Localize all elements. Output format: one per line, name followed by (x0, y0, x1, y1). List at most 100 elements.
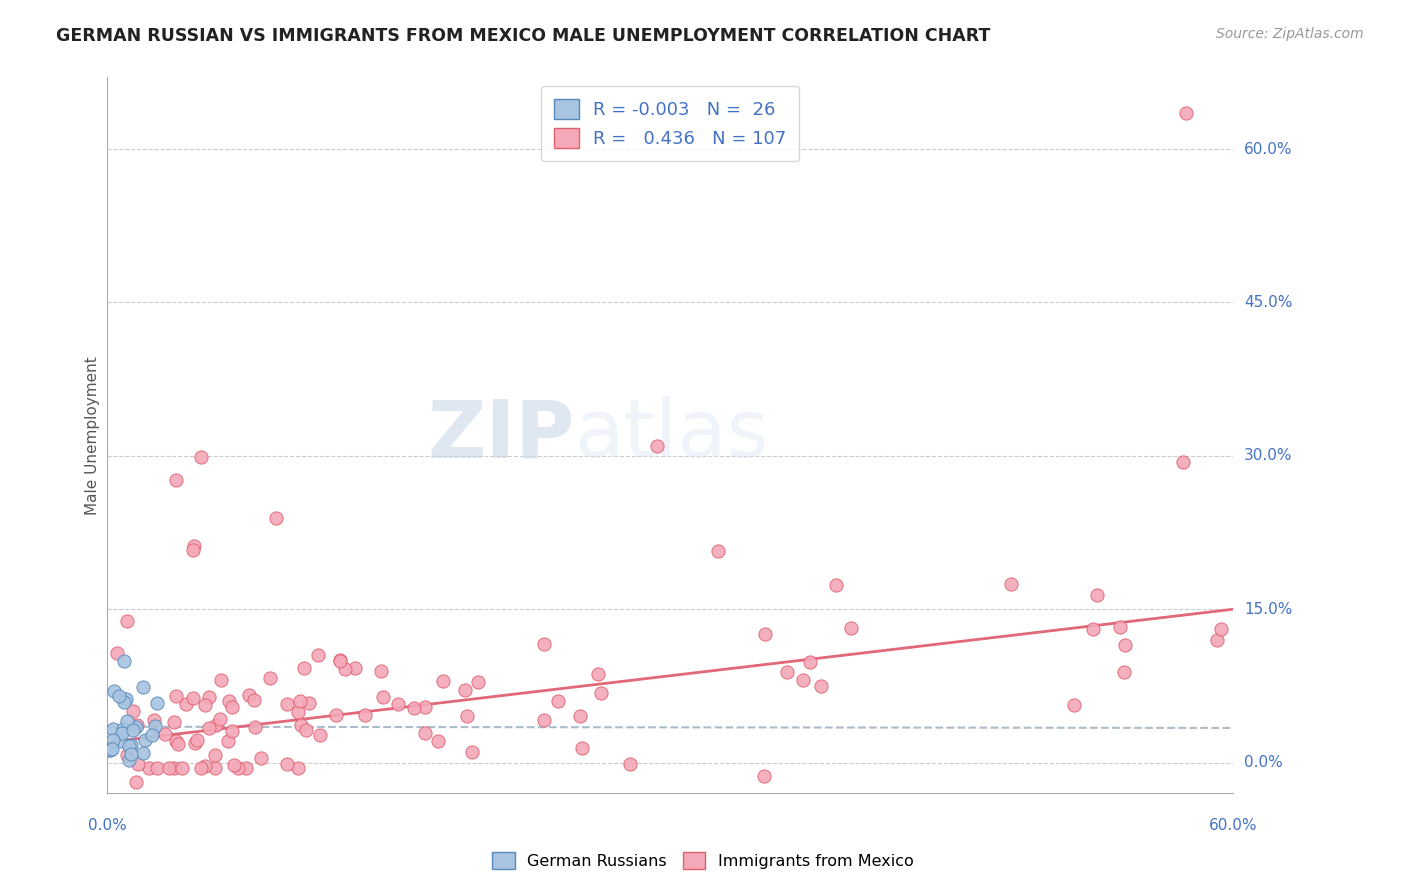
Point (174, 697, 197, 711)
Text: Source: ZipAtlas.com: Source: ZipAtlas.com (1216, 27, 1364, 41)
Point (103, 683, 125, 698)
Point (754, 627, 776, 641)
Point (145, 719, 167, 733)
Point (243, 720, 266, 734)
Point (121, 705, 143, 719)
Point (792, 673, 814, 687)
Point (387, 697, 409, 711)
Text: GERMAN RUSSIAN VS IMMIGRANTS FROM MEXICO MALE UNEMPLOYMENT CORRELATION CHART: GERMAN RUSSIAN VS IMMIGRANTS FROM MEXICO… (56, 27, 991, 45)
Point (249, 751, 271, 765)
Point (298, 697, 321, 711)
Point (194, 698, 217, 713)
Point (370, 665, 392, 679)
Point (205, 718, 228, 732)
Point (432, 674, 454, 689)
Text: 30.0%: 30.0% (1244, 449, 1292, 463)
Point (839, 621, 862, 635)
Point (115, 714, 138, 728)
Point (110, 734, 132, 748)
Point (707, 544, 730, 558)
Point (217, 734, 239, 748)
Point (264, 510, 287, 524)
Point (1112, 665, 1135, 679)
Point (117, 753, 139, 767)
Point (1114, 638, 1136, 652)
Point (138, 761, 160, 775)
Point (163, 761, 186, 775)
Point (190, 450, 212, 465)
Point (183, 542, 205, 557)
Point (325, 707, 347, 722)
Point (243, 693, 266, 707)
Point (810, 679, 832, 693)
Point (290, 718, 312, 732)
Point (235, 761, 257, 775)
Point (752, 769, 775, 783)
Point (105, 646, 128, 660)
Point (226, 761, 249, 775)
Point (427, 734, 450, 748)
Point (1085, 588, 1108, 602)
Point (586, 666, 609, 681)
Point (224, 758, 246, 772)
Point (172, 761, 194, 775)
Text: atlas: atlas (575, 396, 769, 475)
Text: 45.0%: 45.0% (1244, 295, 1292, 310)
Point (101, 722, 124, 736)
Point (373, 690, 395, 704)
Point (547, 694, 569, 708)
Point (112, 695, 135, 709)
Text: 15.0%: 15.0% (1244, 602, 1292, 616)
Point (190, 761, 212, 775)
Point (776, 665, 799, 679)
Point (120, 747, 142, 761)
Point (292, 661, 315, 675)
Point (209, 673, 232, 687)
Point (238, 689, 260, 703)
Point (533, 713, 555, 727)
Point (1063, 698, 1085, 712)
Legend: R = -0.003   N =  26, R =   0.436   N = 107: R = -0.003 N = 26, R = 0.436 N = 107 (541, 87, 799, 161)
Point (125, 717, 148, 731)
Point (568, 709, 591, 723)
Point (467, 675, 489, 690)
Point (193, 759, 215, 773)
Point (208, 712, 231, 726)
Point (110, 725, 132, 739)
Point (1081, 622, 1104, 636)
Point (98, 743, 121, 757)
Point (276, 697, 298, 711)
Point (98, 743, 121, 757)
Point (122, 723, 145, 737)
Text: ZIP: ZIP (427, 396, 575, 475)
Point (329, 653, 352, 667)
Point (343, 661, 366, 675)
Point (165, 473, 187, 487)
Point (183, 539, 205, 553)
Point (308, 727, 330, 741)
Point (333, 662, 356, 676)
Point (799, 655, 821, 669)
Point (288, 694, 311, 708)
Point (197, 690, 219, 704)
Point (1205, 632, 1227, 647)
Text: 0.0%: 0.0% (87, 819, 127, 833)
Point (456, 708, 478, 723)
Point (134, 733, 156, 747)
Point (329, 653, 352, 667)
Point (118, 739, 141, 754)
Point (181, 691, 204, 706)
Point (114, 654, 136, 668)
Point (157, 761, 180, 775)
Point (1175, 106, 1198, 120)
Point (125, 720, 148, 734)
Point (115, 747, 138, 762)
Point (167, 737, 190, 751)
Point (101, 741, 124, 756)
Point (571, 741, 593, 756)
Point (117, 614, 139, 628)
Point (454, 682, 477, 697)
Y-axis label: Male Unemployment: Male Unemployment (86, 356, 100, 515)
Point (198, 721, 221, 735)
Point (163, 715, 186, 730)
